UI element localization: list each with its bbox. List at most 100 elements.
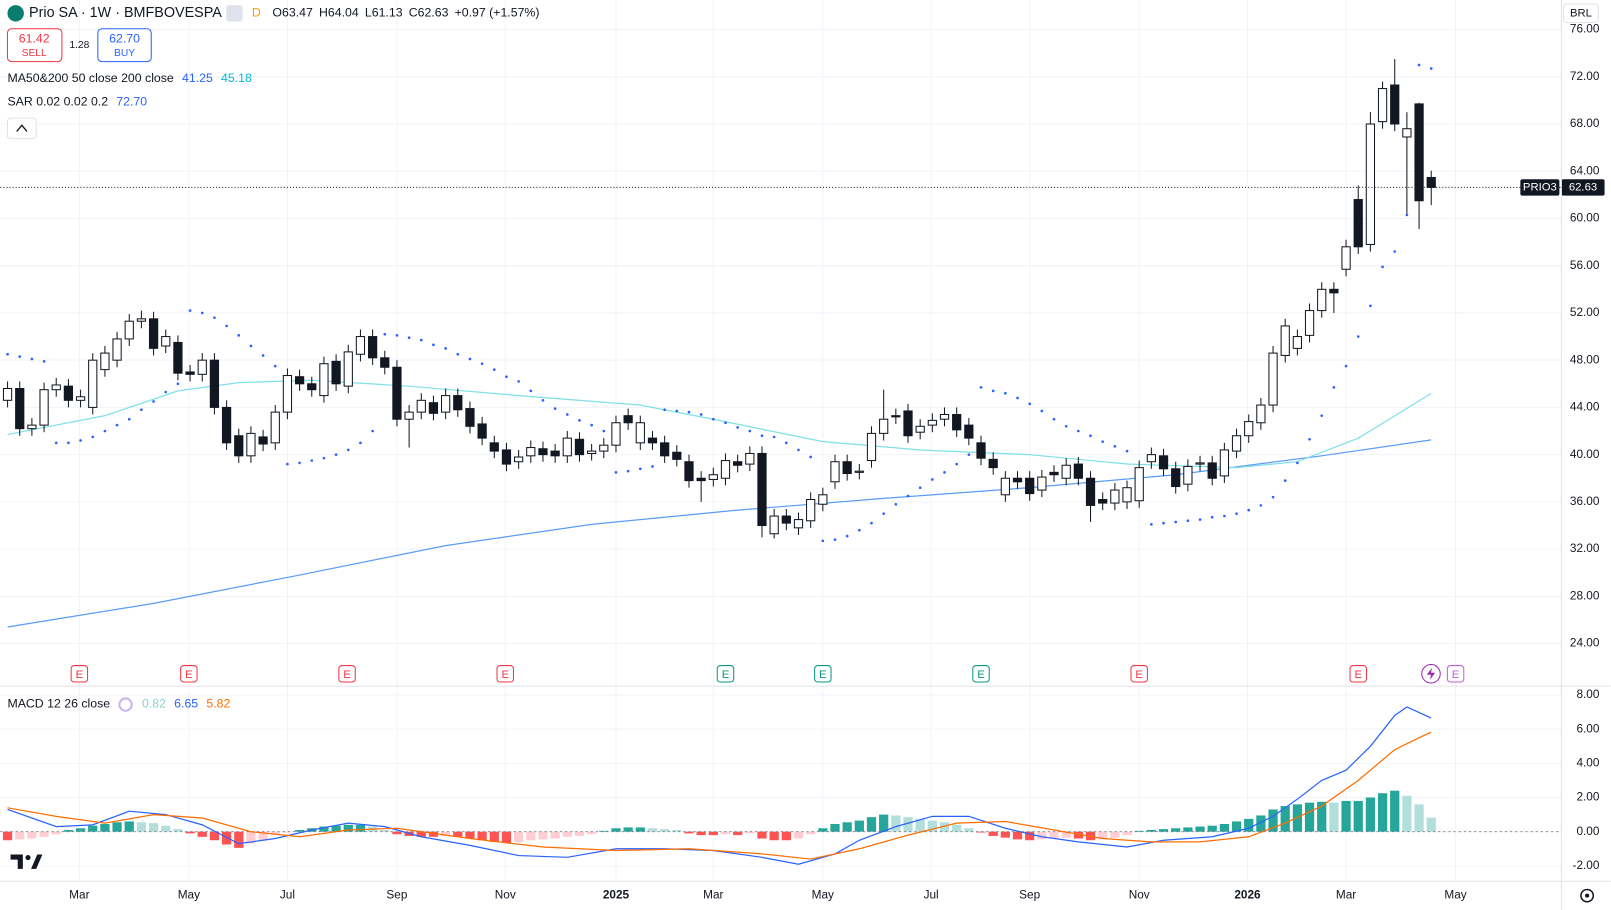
y-tick-label: 32.00 xyxy=(1570,541,1600,555)
legends: MA50&200 50 close 200 close 41.25 45.18 SAR… xyxy=(7,71,252,712)
currency-button[interactable] xyxy=(1562,3,1599,24)
histogram-bar xyxy=(161,825,171,832)
earnings-marker xyxy=(180,665,198,683)
histogram-bar xyxy=(842,822,852,832)
symbol-logo xyxy=(7,5,24,22)
sar-dot xyxy=(918,486,922,490)
histogram-bar xyxy=(574,831,585,836)
candle-body xyxy=(477,423,487,439)
x-tick-label: 2026 xyxy=(1234,888,1261,902)
sar-dot xyxy=(760,434,764,438)
candle-body xyxy=(1377,88,1388,123)
sar-dot xyxy=(395,334,399,337)
histogram-bar xyxy=(1244,818,1254,832)
candle-body xyxy=(416,399,426,413)
x-tick-label: Nov xyxy=(495,888,516,902)
y-tick-label: 72.00 xyxy=(1570,69,1600,83)
candle-body xyxy=(1085,477,1096,506)
histogram-bar xyxy=(416,831,426,837)
candle-body xyxy=(282,375,293,413)
histogram-bar xyxy=(1049,831,1059,839)
sar-dot xyxy=(736,426,739,429)
earnings-label: E xyxy=(501,669,509,681)
legend-value: 5.82 xyxy=(206,697,230,711)
sar-dot xyxy=(6,352,9,356)
macd-line xyxy=(7,706,1432,865)
sar-dot xyxy=(578,419,581,422)
sar-dot xyxy=(1296,461,1299,465)
candle-body xyxy=(1390,84,1400,125)
candle-body xyxy=(331,360,341,385)
candle-body xyxy=(599,444,609,452)
ohlc-value: 62.63 xyxy=(418,6,449,20)
sar-dot xyxy=(979,385,983,389)
settings-icon[interactable] xyxy=(1580,888,1595,903)
sell-label: SELL xyxy=(22,48,47,59)
candle-body xyxy=(720,460,731,479)
histogram-bar xyxy=(587,831,597,835)
buy-button[interactable] xyxy=(97,28,152,63)
sell-button[interactable] xyxy=(6,28,63,63)
candle-body xyxy=(1061,464,1071,479)
x-tick-label: Mar xyxy=(703,888,723,902)
histogram-bar xyxy=(1158,829,1169,832)
sar-dot xyxy=(1198,518,1202,521)
sar-dot xyxy=(1405,213,1409,217)
sar-dot xyxy=(1223,514,1226,518)
histogram-bar xyxy=(1304,802,1315,832)
sar-dot xyxy=(821,539,825,543)
candle-body xyxy=(294,376,305,385)
candle-body xyxy=(440,395,451,413)
sar-dot xyxy=(1332,385,1336,389)
candle-body xyxy=(1292,336,1303,349)
candle-body xyxy=(355,336,366,355)
candle-body xyxy=(15,387,25,430)
sar-dot xyxy=(651,465,654,468)
candle-body xyxy=(964,424,974,439)
candle-body xyxy=(51,384,61,391)
collapse-button[interactable] xyxy=(6,117,37,140)
histogram-bar xyxy=(1219,823,1230,832)
candle-body xyxy=(757,452,767,527)
candle-body xyxy=(1195,462,1205,465)
sar-dot xyxy=(407,336,411,340)
badge-bg xyxy=(226,5,243,22)
histogram-bar xyxy=(27,831,37,839)
candle-body xyxy=(1171,468,1181,488)
candle-body xyxy=(367,336,378,359)
candle-body xyxy=(1207,462,1217,479)
candle-body xyxy=(672,451,682,460)
candle-body xyxy=(952,413,962,431)
sar-dot xyxy=(967,453,971,456)
x-tick-label: Jul xyxy=(280,888,295,902)
histogram-bar xyxy=(197,831,207,837)
ohlc-label: H xyxy=(319,6,328,20)
sar-dot xyxy=(273,364,277,368)
candle-body xyxy=(550,450,560,457)
candle-body xyxy=(1037,476,1047,491)
histogram-bar xyxy=(234,831,244,848)
candle-body xyxy=(392,366,402,420)
earnings-label: E xyxy=(1135,669,1143,681)
candle-body xyxy=(526,447,536,457)
histogram-bar xyxy=(1061,831,1071,838)
sar-dot xyxy=(1369,304,1372,308)
histogram-bar xyxy=(1012,831,1023,840)
axes: 24.00 28.00 32.00 36.00 40.00 44.00 48.00 52.00… xyxy=(69,22,1600,902)
x-tick-label: Nov xyxy=(1129,888,1150,902)
sar-dot xyxy=(30,357,34,361)
histogram-bar xyxy=(964,828,974,832)
sar-dot xyxy=(638,467,642,471)
candle-body xyxy=(428,402,439,414)
histogram-bar xyxy=(927,820,937,832)
sar-dot xyxy=(1186,519,1190,523)
sar-dot xyxy=(505,375,508,379)
earnings-marker xyxy=(338,665,356,683)
histogram-bar xyxy=(453,831,463,837)
sar-dot xyxy=(1356,335,1360,338)
ohlc-value: 63.47 xyxy=(282,6,313,20)
histogram-bar xyxy=(282,831,293,833)
histogram-bar xyxy=(854,820,864,832)
earnings-label: E xyxy=(185,669,193,681)
histogram-bar xyxy=(806,831,816,835)
